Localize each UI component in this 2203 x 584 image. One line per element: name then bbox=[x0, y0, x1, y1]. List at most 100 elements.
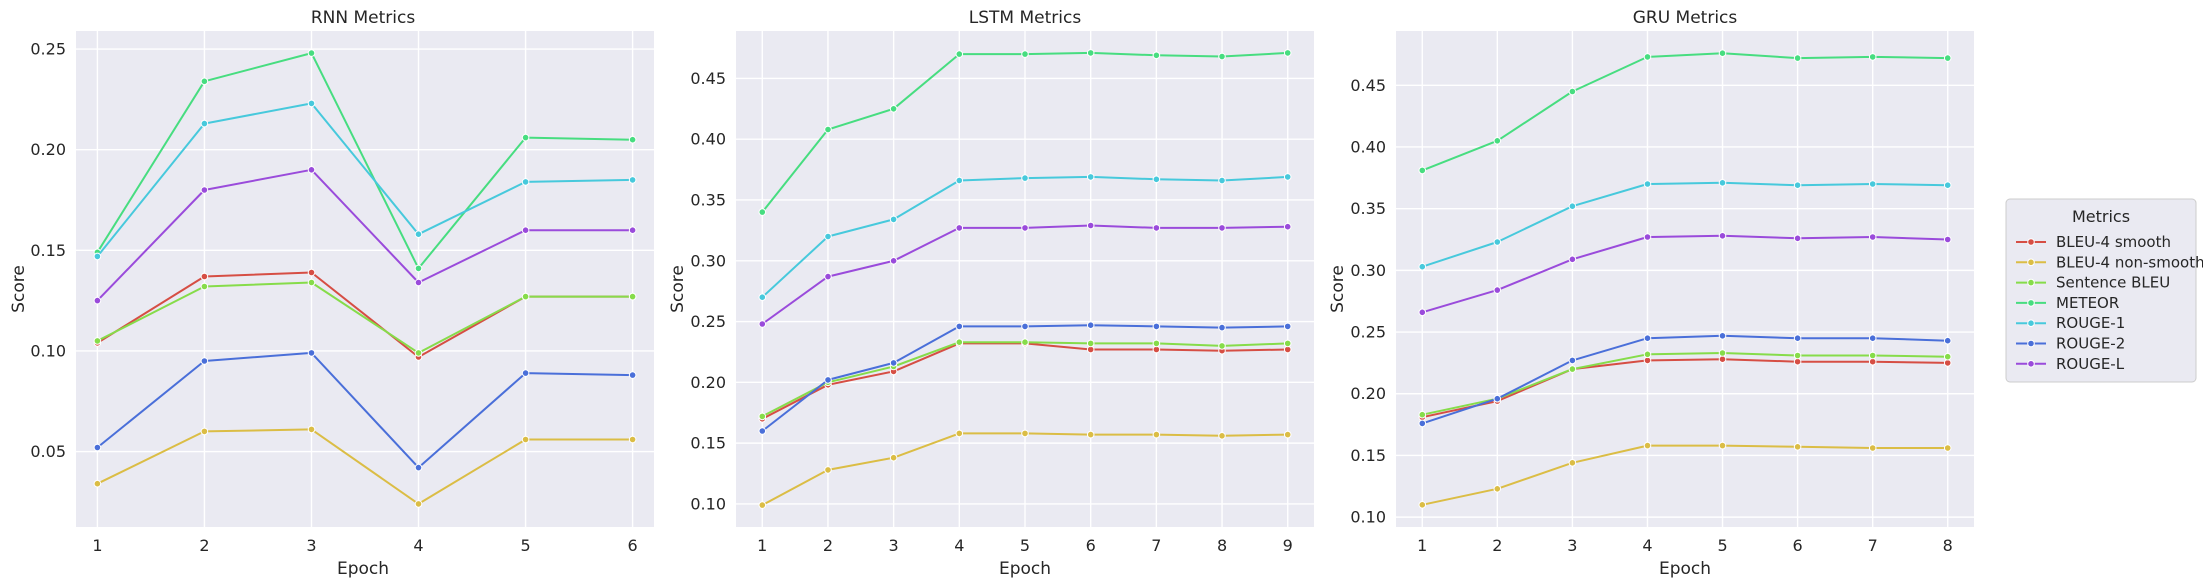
gru-point-meteor bbox=[1493, 137, 1502, 145]
legend-marker-meteor bbox=[2027, 299, 2035, 307]
rnn-point-sentence-bleu bbox=[628, 292, 637, 301]
legend-label-bleu-4-smooth: BLEU-4 smooth bbox=[2056, 233, 2171, 251]
lstm-point-rouge-l bbox=[1218, 224, 1226, 232]
rnn-xlabel: Epoch bbox=[337, 559, 389, 579]
gru-xtick-label: 6 bbox=[1793, 536, 1803, 555]
lstm-title: LSTM Metrics bbox=[969, 8, 1082, 28]
gru-xlabel: Epoch bbox=[1659, 559, 1711, 579]
rnn-point-sentence-bleu bbox=[521, 292, 530, 301]
gru-point-sentence-bleu bbox=[1418, 410, 1427, 419]
rnn-point-rouge-1 bbox=[93, 252, 102, 261]
rnn-line-rouge-1 bbox=[96, 102, 633, 258]
lstm-point-bleu-4-non-smooth bbox=[955, 429, 964, 438]
gru-title: GRU Metrics bbox=[1633, 8, 1738, 28]
gru-point-rouge-1 bbox=[1418, 262, 1427, 271]
rnn-ytick-label: 0.10 bbox=[30, 341, 66, 360]
rnn-grid bbox=[76, 31, 654, 527]
lstm-point-meteor bbox=[1152, 51, 1161, 60]
rnn-point-rouge-l bbox=[93, 296, 102, 305]
lstm-point-rouge-1 bbox=[1152, 175, 1161, 184]
lstm-xtick-label: 8 bbox=[1217, 536, 1227, 555]
lstm-point-bleu-4-non-smooth bbox=[889, 453, 898, 462]
rnn-line-rouge-2 bbox=[96, 351, 633, 469]
lstm-point-sentence-bleu bbox=[1152, 339, 1161, 348]
lstm-point-rouge-1 bbox=[758, 293, 767, 302]
gru-point-bleu-4-non-smooth bbox=[1718, 441, 1727, 450]
rnn-point-rouge-2 bbox=[307, 349, 316, 357]
rnn-point-meteor bbox=[200, 77, 209, 86]
rnn-point-rouge-l bbox=[307, 166, 316, 174]
lstm-ytick-label: 0.15 bbox=[690, 434, 726, 453]
gru-point-rouge-2 bbox=[1718, 332, 1727, 340]
lstm-xtick-label: 7 bbox=[1151, 536, 1161, 555]
lstm-point-rouge-2 bbox=[955, 322, 964, 331]
lstm-point-rouge-2 bbox=[1152, 322, 1161, 331]
gru-point-meteor bbox=[1868, 53, 1877, 61]
gru-point-bleu-4-non-smooth bbox=[1943, 444, 1952, 452]
lstm-metrics-panel: LSTM Metrics Epoch Score 1 2 3 4 5 6 7 8 9 0.10 0.… bbox=[668, 8, 1314, 579]
rnn-point-bleu-4-non-smooth bbox=[414, 500, 423, 508]
lstm-point-rouge-1 bbox=[955, 176, 964, 185]
gru-point-rouge-2 bbox=[1868, 334, 1877, 343]
rnn-point-sentence-bleu bbox=[307, 278, 316, 287]
lstm-point-rouge-2 bbox=[758, 427, 767, 435]
gru-point-rouge-1 bbox=[1943, 181, 1952, 189]
gru-ytick-label: 0.15 bbox=[1350, 446, 1386, 465]
gru-point-rouge-l bbox=[1793, 234, 1802, 243]
lstm-point-sentence-bleu bbox=[758, 412, 767, 421]
rnn-xtick-label: 2 bbox=[199, 536, 209, 555]
gru-ytick-label: 0.45 bbox=[1350, 76, 1386, 95]
lstm-point-bleu-4-non-smooth bbox=[758, 501, 767, 509]
gru-point-rouge-2 bbox=[1493, 394, 1502, 403]
gru-point-rouge-1 bbox=[1793, 181, 1802, 189]
rnn-point-sentence-bleu bbox=[200, 282, 209, 291]
legend-label-meteor: METEOR bbox=[2056, 294, 2119, 312]
lstm-point-bleu-4-non-smooth bbox=[1152, 430, 1161, 439]
lstm-point-rouge-2 bbox=[1021, 322, 1029, 331]
rnn-point-rouge-1 bbox=[200, 119, 209, 128]
gru-xtick-label: 4 bbox=[1642, 536, 1652, 555]
gru-point-sentence-bleu bbox=[1868, 351, 1877, 360]
gru-point-bleu-4-non-smooth bbox=[1643, 441, 1652, 450]
gru-point-meteor bbox=[1418, 166, 1427, 175]
rnn-point-rouge-2 bbox=[200, 357, 209, 365]
lstm-point-meteor bbox=[955, 50, 964, 58]
rnn-ylabel: Score bbox=[9, 265, 29, 313]
lstm-xtick-label: 5 bbox=[1020, 536, 1030, 555]
gru-point-bleu-4-smooth bbox=[1718, 355, 1727, 364]
lstm-ytick-label: 0.45 bbox=[690, 69, 726, 88]
gru-point-bleu-4-non-smooth bbox=[1568, 459, 1577, 467]
rnn-point-rouge-l bbox=[628, 226, 637, 234]
gru-xtick-label: 3 bbox=[1567, 536, 1577, 555]
rnn-point-rouge-2 bbox=[93, 443, 102, 452]
gru-point-bleu-4-non-smooth bbox=[1793, 443, 1802, 451]
gru-point-rouge-1 bbox=[1568, 202, 1577, 210]
lstm-point-meteor bbox=[889, 105, 898, 113]
legend-label-rouge-l: ROUGE-L bbox=[2056, 355, 2125, 373]
rnn-point-bleu-4-non-smooth bbox=[200, 427, 209, 436]
legend-entries: BLEU-4 smooth BLEU-4 non-smooth Sentence B… bbox=[2016, 233, 2203, 373]
rnn-point-rouge-2 bbox=[628, 371, 637, 379]
lstm-point-sentence-bleu bbox=[1283, 339, 1292, 348]
legend-title: Metrics bbox=[2072, 207, 2130, 226]
rnn-point-rouge-2 bbox=[414, 463, 423, 472]
gru-point-meteor bbox=[1718, 49, 1727, 58]
lstm-ytick-label: 0.25 bbox=[690, 312, 726, 331]
rnn-point-rouge-1 bbox=[521, 178, 530, 186]
lstm-point-rouge-l bbox=[955, 224, 964, 232]
gru-metrics-panel: GRU Metrics Epoch Score 1 2 3 4 5 6 7 8 0.10 0.15… bbox=[1328, 8, 1974, 579]
gru-point-sentence-bleu bbox=[1718, 349, 1727, 357]
gru-xtick-label: 2 bbox=[1492, 536, 1502, 555]
rnn-series-group bbox=[93, 49, 637, 508]
rnn-point-rouge-l bbox=[521, 226, 530, 234]
rnn-point-bleu-4-non-smooth bbox=[628, 435, 637, 444]
gru-point-bleu-4-non-smooth bbox=[1493, 485, 1502, 493]
lstm-point-bleu-4-non-smooth bbox=[1021, 429, 1029, 438]
lstm-point-rouge-2 bbox=[1283, 322, 1292, 331]
rnn-point-bleu-4-smooth bbox=[307, 268, 316, 277]
rnn-point-bleu-4-smooth bbox=[200, 272, 209, 281]
gru-line-rouge-2 bbox=[1421, 334, 1948, 425]
lstm-point-rouge-l bbox=[758, 320, 767, 328]
lstm-point-rouge-1 bbox=[1283, 173, 1292, 181]
